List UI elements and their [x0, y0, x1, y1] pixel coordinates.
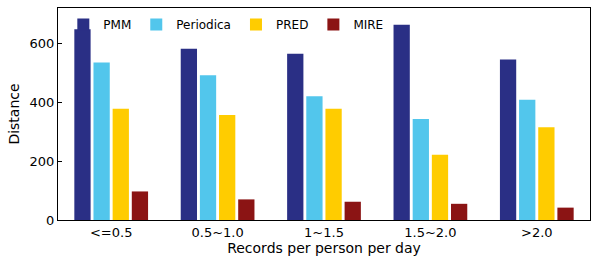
svg-text:Distance: Distance: [6, 83, 22, 144]
svg-text:1.5~2.0: 1.5~2.0: [404, 225, 456, 240]
svg-text:PMM: PMM: [103, 18, 131, 32]
svg-text:PRED: PRED: [276, 18, 308, 32]
svg-text:600: 600: [30, 36, 55, 51]
svg-text:0: 0: [46, 213, 54, 228]
svg-text:MIRE: MIRE: [353, 18, 383, 32]
svg-text:0.5~1.0: 0.5~1.0: [191, 225, 243, 240]
svg-text:1~1.5: 1~1.5: [304, 225, 344, 240]
svg-text:>2.0: >2.0: [521, 225, 553, 240]
svg-text:Records per person per day: Records per person per day: [227, 240, 421, 256]
svg-text:Periodica: Periodica: [176, 18, 231, 32]
svg-text:200: 200: [30, 154, 55, 169]
svg-text:400: 400: [30, 95, 55, 110]
svg-text:<=0.5: <=0.5: [90, 225, 132, 240]
